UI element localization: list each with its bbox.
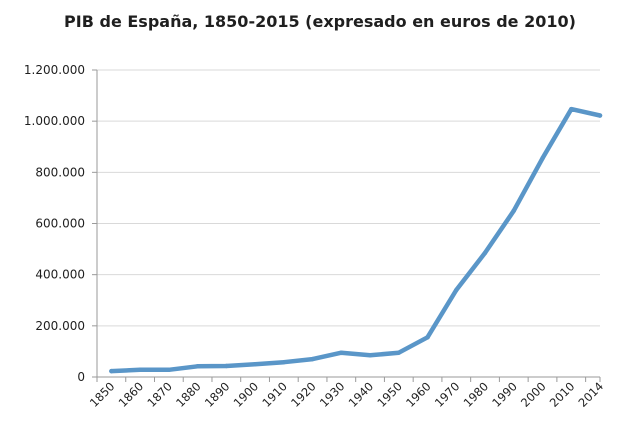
chart-title: PIB de España, 1850-2015 (expresado en e… [64, 12, 576, 31]
y-tick-label: 0 [77, 370, 85, 384]
x-tick-label: 1890 [202, 379, 233, 410]
data-point [511, 208, 516, 213]
data-point [396, 350, 401, 355]
x-tick-labels: 1850186018701880189019001910192019301940… [87, 379, 606, 410]
axes [92, 69, 601, 382]
x-tick-label: 2010 [547, 379, 578, 410]
y-tick-label: 800.000 [35, 165, 85, 179]
x-tick-label: 1860 [116, 379, 147, 410]
series-layer [109, 106, 603, 374]
x-tick-label: 2014 [576, 379, 607, 410]
data-point [339, 350, 344, 355]
data-point [540, 156, 545, 161]
x-tick-label: 1970 [432, 379, 463, 410]
x-tick-label: 1990 [489, 379, 520, 410]
data-point [425, 335, 430, 340]
data-point [137, 367, 143, 373]
y-tick-label: 600.000 [35, 217, 85, 231]
data-point [281, 359, 287, 365]
y-tick-label: 200.000 [35, 319, 85, 333]
x-tick-label: 1880 [173, 379, 204, 410]
data-point [109, 368, 114, 374]
x-tick-label: 1850 [87, 379, 118, 410]
x-tick-label: 1900 [231, 379, 262, 410]
data-point [454, 287, 459, 293]
data-point [367, 353, 373, 358]
y-tick-labels: 0 200.000 400.000 600.000 800.000 1.000.000 1.… [24, 63, 85, 384]
y-tick-label: 1.000.000 [24, 114, 85, 128]
x-tick-label: 1870 [144, 379, 175, 410]
x-tick-label: 1980 [461, 379, 492, 410]
gridlines [97, 69, 600, 327]
x-tick-label: 1960 [403, 379, 434, 410]
data-point [482, 250, 488, 256]
data-point [310, 356, 315, 362]
y-tick-label: 1.200.000 [24, 63, 85, 77]
x-tick-label: 1940 [346, 379, 377, 410]
x-tick-label: 1930 [317, 379, 348, 410]
data-point [195, 364, 200, 369]
data-point [224, 363, 229, 369]
x-tick-label: 2000 [518, 379, 549, 410]
data-point [166, 367, 172, 373]
data-point [597, 113, 603, 118]
y-tick-label: 400.000 [35, 268, 85, 282]
x-tick-label: 1950 [374, 379, 405, 410]
data-point [252, 362, 258, 367]
x-tick-label: 1920 [288, 379, 319, 410]
data-point [569, 106, 574, 112]
series-line [109, 106, 603, 374]
x-tick-label: 1910 [259, 379, 290, 410]
